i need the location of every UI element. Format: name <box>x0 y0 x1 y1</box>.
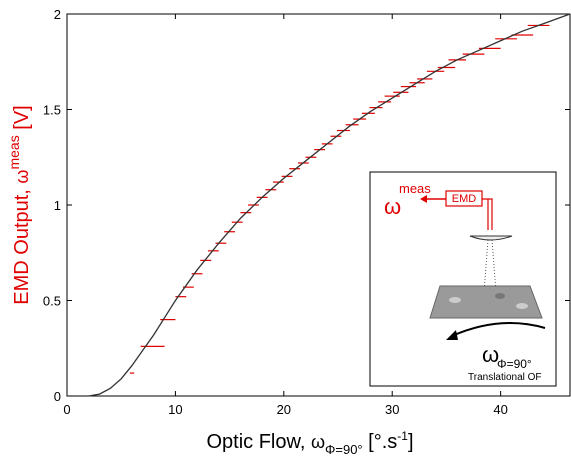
y-tick-label: 1.5 <box>43 103 61 118</box>
inset-arrowhead <box>420 195 427 203</box>
plot-area <box>66 13 571 397</box>
x-tick-label: 10 <box>168 402 182 417</box>
inset-flow-arrow <box>451 322 546 337</box>
inset-flow-subscript: Φ=90° <box>497 357 532 371</box>
inset-lens <box>469 235 513 241</box>
x-label-unit: [°.s <box>363 431 398 453</box>
x-label-bracket: ] <box>408 431 414 453</box>
x-tick-label: 0 <box>63 402 70 417</box>
x-label-text: Optic Flow, <box>206 431 310 453</box>
x-label-subscript: Φ=90° <box>325 442 363 457</box>
y-tick-label: 0 <box>54 389 61 404</box>
y-tick-label: 0.5 <box>43 294 61 309</box>
x-tick-label: 40 <box>493 402 507 417</box>
y-label-unit: [V] <box>11 105 33 135</box>
x-tick-label: 20 <box>277 402 291 417</box>
y-label-text: EMD Output, <box>11 184 33 305</box>
inset-emd-label: EMD <box>452 193 477 205</box>
inset-flow-arrowhead <box>446 330 458 340</box>
inset-crater <box>495 293 505 299</box>
inset-flow-symbol: ω <box>482 342 499 367</box>
x-tick-label: 30 <box>385 402 399 417</box>
y-tick-label: 1 <box>54 198 61 213</box>
y-label-symbol: ω <box>12 170 32 184</box>
inset-output-symbol: ω <box>384 194 401 219</box>
inset-crater <box>516 303 528 309</box>
y-label-superscript: meas <box>6 135 22 169</box>
y-axis-label: EMD Output, ωmeas [V] <box>6 105 33 304</box>
x-label-symbol: ω <box>311 432 325 452</box>
inset-terrain <box>429 285 543 319</box>
inset-caption: Translational OF <box>468 372 542 383</box>
inset: ω meas EMD ω Φ=90° Translational OF <box>369 171 557 387</box>
x-axis-label: Optic Flow, ωΦ=90° [°.s-1] <box>206 429 413 457</box>
inset-wires <box>482 198 493 230</box>
x-label-exponent: -1 <box>397 429 408 443</box>
fit-curve <box>67 13 571 397</box>
inset-output-superscript: meas <box>399 181 431 196</box>
inset-frame <box>369 171 557 387</box>
y-tick-label: 2 <box>54 7 61 22</box>
inset-crater <box>449 297 461 303</box>
